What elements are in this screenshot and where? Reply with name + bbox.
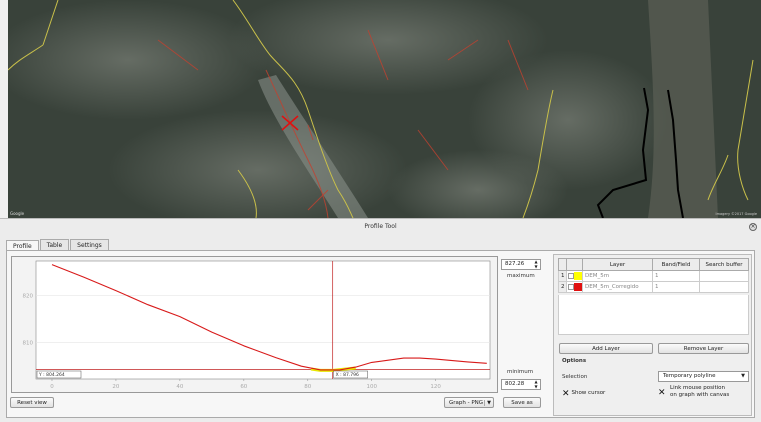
google-logo: Google	[10, 211, 25, 216]
x-readout-text: X : 87.796	[336, 372, 359, 378]
link-mouse-label-2: on graph with canvas	[670, 392, 730, 398]
profile-line-DEM_5m_Corregido	[51, 264, 487, 371]
x-tick-label: 20	[112, 384, 119, 390]
plot-area	[35, 260, 491, 380]
reset-view-button[interactable]: Reset view	[10, 397, 54, 408]
row-number: 2	[558, 281, 567, 293]
visibility-checkbox[interactable]	[568, 273, 574, 279]
band-cell[interactable]: 1	[652, 281, 700, 293]
y-readout-box	[36, 370, 82, 379]
row-visibility-cell[interactable]	[566, 270, 583, 282]
layer-name-cell[interactable]: DEM_5m	[582, 270, 653, 282]
profile-pane: 820 810 0 20 40 60 80 100 120 Y : 804.264 X : 87.7…	[6, 250, 755, 418]
x-tick-label: 40	[176, 384, 183, 390]
layers-table: Layer Band/Field Search buffer 1 DEM_5m …	[558, 258, 749, 293]
x-tick-label: 60	[240, 384, 247, 390]
buffer-cell[interactable]	[699, 270, 749, 282]
add-layer-button[interactable]: Add Layer	[559, 343, 653, 354]
profile-graph-frame: 820 810 0 20 40 60 80 100 120 Y : 804.264 X : 87.7…	[11, 256, 498, 393]
layer-color-swatch[interactable]	[574, 272, 582, 280]
close-icon[interactable]: ×	[749, 223, 757, 231]
remove-layer-button[interactable]: Remove Layer	[658, 343, 749, 354]
checkmark-x-icon: ✕	[658, 388, 666, 398]
selection-dropdown[interactable]: Temporary polyline ▼	[658, 371, 749, 382]
min-value-text: 802.28	[505, 381, 525, 387]
chevron-down-icon: ▼	[484, 399, 491, 406]
y-tick-label: 820	[23, 293, 34, 299]
layer-name-cell[interactable]: DEM_5m_Corregido	[582, 281, 653, 293]
profile-graph[interactable]: 820 810 0 20 40 60 80 100 120 Y : 804.264 X : 87.7…	[12, 257, 497, 392]
max-value-text: 827.26	[505, 261, 525, 267]
graph-format-dropdown[interactable]: Graph - PNG ▼	[444, 397, 494, 408]
table-empty-area	[558, 295, 749, 335]
table-row[interactable]: 1 DEM_5m 1	[558, 270, 749, 282]
chevron-down-icon: ▼	[741, 373, 745, 379]
options-title: Options	[562, 358, 587, 364]
table-header-row: Layer Band/Field Search buffer	[558, 258, 749, 271]
max-value-spinbox[interactable]: 827.26 ▲ ▼	[501, 259, 541, 270]
x-tick-label: 80	[304, 384, 311, 390]
row-visibility-cell[interactable]	[566, 281, 583, 293]
save-as-button[interactable]: Save as	[503, 397, 541, 408]
x-readout-box	[333, 370, 368, 379]
y-readout-text: Y : 804.264	[38, 372, 65, 378]
table-row[interactable]: 2 DEM_5m_Corregido 1	[558, 281, 749, 293]
panel-title: Profile Tool	[364, 223, 397, 230]
min-value-spinbox[interactable]: 802.28 ▲ ▼	[501, 379, 541, 390]
buffer-cell[interactable]	[699, 281, 749, 293]
spin-arrows-icon[interactable]: ▲ ▼	[534, 259, 538, 269]
link-mouse-label: Link mouse position	[670, 385, 726, 391]
tab-profile[interactable]: Profile	[6, 240, 39, 252]
row-number: 1	[558, 270, 567, 282]
satellite-imagery	[8, 0, 761, 218]
column-header-layer[interactable]: Layer	[582, 258, 653, 271]
selection-label: Selection	[562, 374, 588, 380]
tab-settings[interactable]: Settings	[70, 239, 109, 251]
tab-bar: Profile Table Settings	[6, 239, 110, 252]
x-tick-label: 100	[366, 384, 377, 390]
profile-tool-panel: Profile Tool × Profile Table Settings 82…	[0, 218, 761, 422]
column-header	[558, 258, 567, 271]
column-header	[566, 258, 583, 271]
column-header-buffer[interactable]: Search buffer	[699, 258, 749, 271]
map-attribution: Imagery ©2017 Google	[715, 212, 757, 216]
band-cell[interactable]: 1	[652, 270, 700, 282]
tab-table[interactable]: Table	[39, 239, 70, 251]
column-header-band[interactable]: Band/Field	[652, 258, 700, 271]
visibility-checkbox[interactable]	[568, 284, 574, 290]
map-canvas[interactable]: Google Imagery ©2017 Google	[8, 0, 761, 218]
y-tick-label: 810	[23, 341, 34, 347]
x-tick-label: 120	[430, 384, 441, 390]
spin-arrows-icon[interactable]: ▲ ▼	[534, 379, 538, 389]
layers-panel: Layer Band/Field Search buffer 1 DEM_5m …	[553, 254, 752, 416]
selection-value: Temporary polyline	[663, 373, 716, 379]
max-label: maximum	[507, 273, 535, 279]
checkmark-x-icon: ✕	[562, 389, 570, 399]
min-label: minimum	[507, 369, 534, 375]
layer-color-swatch[interactable]	[574, 283, 582, 291]
x-tick-label: 0	[50, 384, 54, 390]
show-cursor-checkbox[interactable]: ✕ Show cursor	[562, 389, 605, 399]
show-cursor-label: Show cursor	[571, 390, 606, 396]
graph-format-text: Graph - PNG	[449, 399, 484, 406]
